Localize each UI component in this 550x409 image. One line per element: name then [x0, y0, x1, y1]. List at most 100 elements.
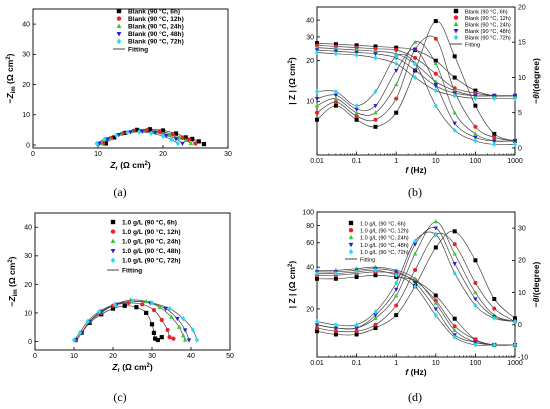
- d-x-tick-5-label: 1000: [507, 360, 523, 367]
- d-phase-point-s1-3: [373, 322, 378, 327]
- b-phase-point-s2-8: [473, 131, 478, 136]
- c-point-s0-7: [144, 310, 149, 315]
- a-point-s3-6: [163, 133, 169, 139]
- d-phase-point-s0-1: [333, 332, 338, 337]
- c-point-s4-5: [130, 298, 135, 305]
- d-modulus-point-s4-10: [513, 342, 517, 348]
- b-legend-marker-3: [453, 29, 459, 34]
- caption-c: (c): [113, 390, 126, 404]
- caption-b: (b): [408, 185, 422, 199]
- b-legend-label-1: Blank (90 °C, 12h): [465, 16, 511, 22]
- b-legend-label-5: Fitting: [465, 42, 480, 48]
- c-point-s4-6: [149, 300, 155, 306]
- d-yl-tick-4-label: 100: [302, 209, 314, 216]
- b-modulus-point-s0-6: [433, 58, 438, 63]
- d-phase-point-s2-4: [394, 293, 399, 298]
- d-modulus-point-s3-6: [433, 307, 438, 312]
- a-legend-marker-2: [116, 23, 122, 28]
- b-legend-label-3: Blank (90 °C, 48h): [465, 29, 511, 35]
- d-phase-point-s3-4: [394, 287, 399, 292]
- b-modulus-point-s4-1: [333, 51, 338, 57]
- c-point-s0-5: [122, 303, 127, 308]
- b-phase-point-s0-3: [373, 124, 378, 129]
- b-yr-tick-2-label: 10: [518, 75, 526, 82]
- d-yr-tick-2-label: 10: [518, 290, 526, 297]
- a-legend-marker-4: [116, 38, 122, 45]
- c-legend-marker-1: [110, 229, 116, 234]
- c-point-s2-8: [169, 314, 174, 319]
- c-legend-label-3: 1.0 g/L (90 °C, 48h): [122, 247, 181, 255]
- b-phase-point-s4-5: [413, 60, 418, 66]
- d-modulus-point-s4-6: [433, 312, 438, 318]
- a-point-s3-1: [105, 137, 111, 142]
- a-point-s4-2: [114, 132, 119, 139]
- c-point-s2-6: [143, 298, 149, 304]
- d-modulus-point-s0-6: [433, 293, 438, 298]
- b-modulus-point-s3-5: [412, 68, 418, 73]
- b-yr-tick-4-label: 20: [518, 4, 526, 11]
- b-x-tick-1-label: 0.1: [352, 158, 362, 165]
- a-point-s4-0: [94, 140, 99, 147]
- d-phase-point-s1-9: [492, 306, 497, 311]
- d-modulus-point-s4-9: [492, 342, 497, 348]
- c-point-s4-10: [194, 337, 199, 343]
- d-phase-point-s0-4: [394, 313, 399, 318]
- c-legend-marker-4: [110, 257, 116, 264]
- b-phase-point-s4-7: [452, 127, 457, 133]
- b-phase-point-s1-8: [473, 124, 478, 129]
- d-modulus-point-s0-0: [315, 276, 319, 281]
- a-point-s0-8: [190, 136, 195, 142]
- b-modulus-point-s0-2: [354, 43, 359, 48]
- b-modulus-point-s0-0: [315, 41, 319, 46]
- b-phase-point-s4-0: [315, 88, 319, 95]
- c-point-s3-7: [163, 306, 168, 312]
- b-phase-point-s4-1: [333, 88, 338, 95]
- c-y-tick-2-label: 20: [24, 282, 32, 289]
- d-legend-label-4: 1.0 g/L (90 °C, 72h): [360, 250, 409, 256]
- c-point-s3-9: [182, 328, 188, 333]
- b-phase-point-s1-1: [333, 100, 338, 105]
- d-x-tick-3-label: 10: [432, 360, 440, 367]
- d-x-tick-1-label: 0.1: [352, 360, 362, 367]
- a-point-s0-5: [160, 128, 166, 133]
- b-phase-point-s4-9: [492, 141, 497, 148]
- b-modulus-point-s2-0: [314, 45, 320, 50]
- b-phase-point-s3-1: [333, 93, 339, 98]
- b-modulus-point-s4-9: [492, 95, 497, 102]
- d-phase-point-s3-2: [354, 326, 359, 331]
- a-y-tick-3-label: 30: [22, 52, 30, 59]
- b-legend-marker-0: [453, 8, 459, 14]
- b-modulus-point-s4-10: [513, 95, 517, 102]
- d-legend-marker-0: [348, 220, 354, 226]
- d-phase-point-s1-5: [413, 268, 418, 272]
- b-phase-point-s0-6: [433, 19, 438, 24]
- c-point-s2-7: [157, 304, 163, 309]
- b-x-tick-3-label: 10: [432, 158, 440, 165]
- a-legend-marker-1: [116, 16, 122, 21]
- b-legend-label-0: Blank (90 °C, 6h): [465, 9, 508, 15]
- b-modulus-point-s2-2: [354, 47, 359, 52]
- b-legend-marker-1: [453, 15, 459, 20]
- d-yl-tick-1-label: 40: [306, 265, 314, 272]
- caption-d: (d): [408, 390, 422, 404]
- b-modulus-point-s0-7: [452, 75, 457, 80]
- a-point-s3-8: [180, 141, 185, 146]
- d-phase-point-s1-0: [315, 326, 319, 330]
- d-legend-marker-4: [348, 248, 354, 255]
- b-phase-point-s2-2: [354, 110, 359, 115]
- b-y-right-axis-label: −θ/(degree): [531, 58, 541, 104]
- a-legend-label-1: Blank (90 °C, 12h): [128, 15, 184, 23]
- c-y-tick-0-label: 0: [28, 339, 32, 346]
- d-x-tick-2-label: 1: [394, 360, 398, 367]
- c-legend-marker-0: [110, 219, 116, 225]
- a-point-s0-0: [103, 141, 108, 146]
- c-x-axis-label: Zr (Ω cm2): [111, 362, 153, 374]
- a-point-s3-7: [173, 137, 179, 142]
- a-point-s4-8: [175, 140, 181, 147]
- d-phase-point-s1-1: [333, 329, 338, 334]
- d-phase-point-s2-6: [433, 219, 438, 224]
- d-modulus-point-s1-6: [433, 298, 438, 303]
- b-plot-frame: [316, 6, 516, 156]
- b-modulus-point-s4-5: [413, 74, 418, 81]
- c-y-tick-1-label: 10: [24, 310, 32, 317]
